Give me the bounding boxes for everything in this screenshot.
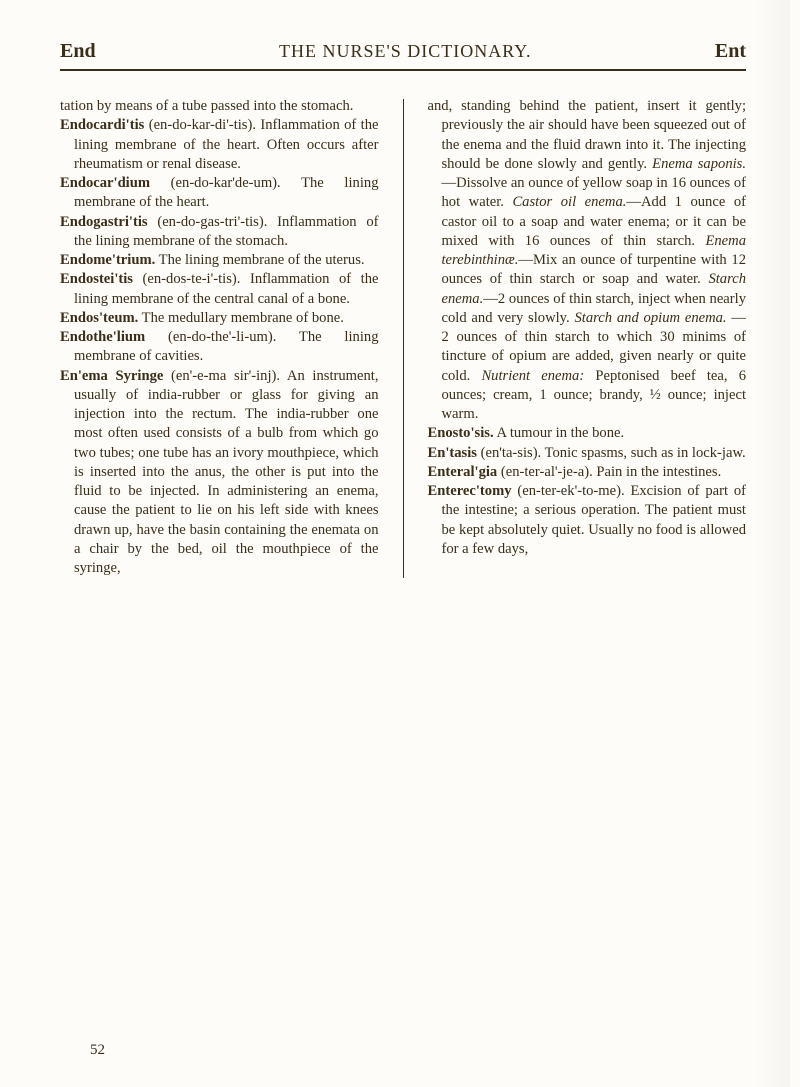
- headword: En'tasis: [428, 445, 477, 461]
- dictionary-entry: En'ema Syringe (en'-e-ma sir'-inj). An i…: [60, 367, 379, 579]
- headword: Endostei'tis: [60, 271, 133, 287]
- headword: Endocar'dium: [60, 175, 150, 191]
- dictionary-entry: Endocardi'tis (en-do-kar-di'-tis). Infla…: [60, 116, 379, 174]
- headword: En'ema Syringe: [60, 368, 163, 384]
- headword: Enteral'gia: [428, 464, 498, 480]
- page-number: 52: [90, 1042, 105, 1059]
- headword: Endogastri'tis: [60, 214, 148, 230]
- dictionary-entry: Enosto'sis. A tumour in the bone.: [428, 424, 747, 443]
- column-right: and, standing behind the patient, insert…: [428, 97, 747, 578]
- headword: Endocardi'tis: [60, 117, 144, 133]
- running-head: End THE NURSE'S DICTIONARY. Ent: [60, 40, 746, 71]
- dictionary-entry: Enterec'tomy (en-ter-ek'-to-me). Excisio…: [428, 482, 747, 559]
- dictionary-entry: Endocar'dium (en-do-kar'de-um). The lini…: [60, 174, 379, 213]
- column-rule: [403, 99, 404, 578]
- dictionary-entry: Endothe'lium (en-do-the'-li-um). The lin…: [60, 328, 379, 367]
- dictionary-entry: En'tasis (en'ta-sis). Tonic spasms, such…: [428, 444, 747, 463]
- dictionary-entry: Endogastri'tis (en-do-gas-tri'-tis). Inf…: [60, 213, 379, 252]
- dictionary-entry: Endos'teum. The medullary membrane of bo…: [60, 309, 379, 328]
- columns: tation by means of a tube passed into th…: [60, 97, 746, 578]
- edge-shadow: [754, 0, 790, 1087]
- column-left: tation by means of a tube passed into th…: [60, 97, 379, 578]
- headword: Endothe'lium: [60, 329, 145, 345]
- dictionary-entry: and, standing behind the patient, insert…: [428, 97, 747, 424]
- page: End THE NURSE'S DICTIONARY. Ent tation b…: [0, 0, 800, 1087]
- head-right: Ent: [715, 40, 746, 63]
- headword: Endos'teum.: [60, 310, 138, 326]
- head-left: End: [60, 40, 96, 63]
- headword: Enosto'sis.: [428, 425, 494, 441]
- headword: Enterec'tomy: [428, 483, 512, 499]
- headword: Endome'trium.: [60, 252, 155, 268]
- head-center: THE NURSE'S DICTIONARY.: [279, 41, 531, 62]
- dictionary-entry: tation by means of a tube passed into th…: [60, 97, 379, 116]
- dictionary-entry: Endostei'tis (en-dos-te-i'-tis). Inflamm…: [60, 270, 379, 309]
- dictionary-entry: Enteral'gia (en-ter-al'-je-a). Pain in t…: [428, 463, 747, 482]
- dictionary-entry: Endome'trium. The lining membrane of the…: [60, 251, 379, 270]
